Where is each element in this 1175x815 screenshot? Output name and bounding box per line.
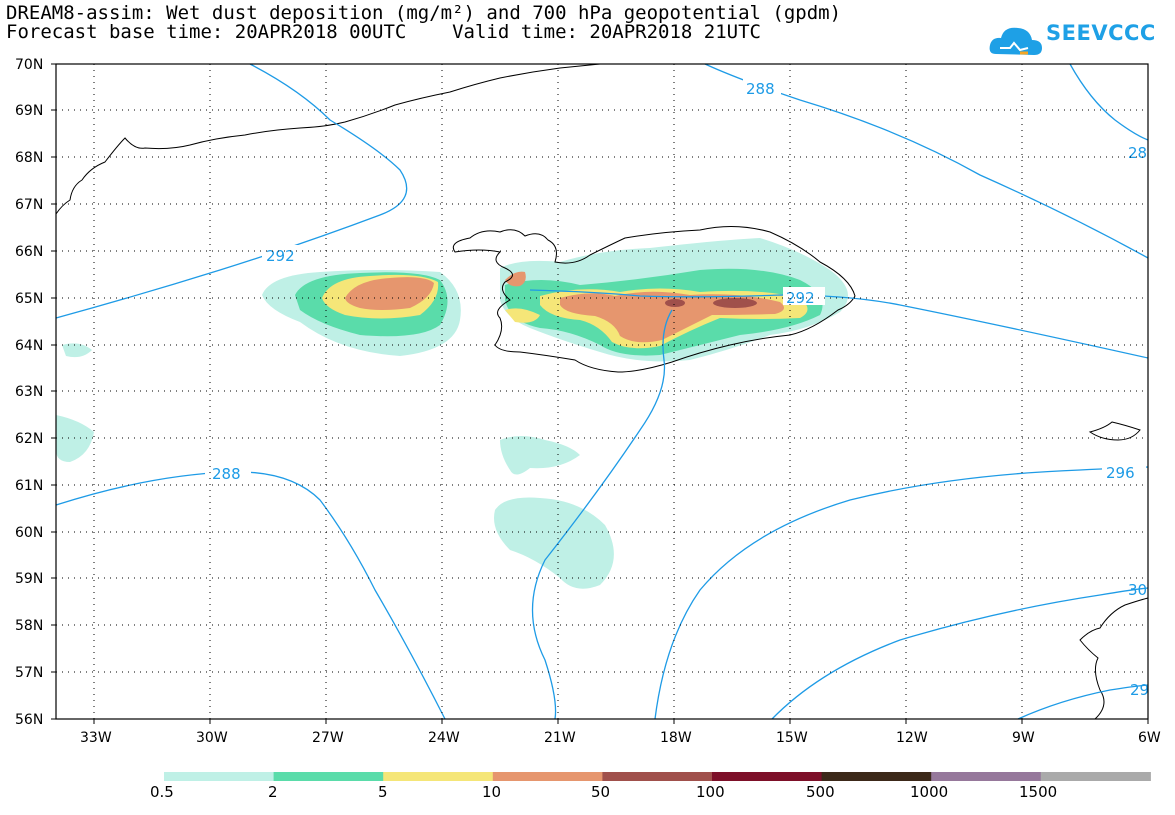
contour-label: 296: [1106, 464, 1135, 482]
contour-label: 28: [1128, 144, 1147, 162]
lat-label: 64N: [15, 338, 43, 354]
lat-label: 60N: [15, 525, 43, 541]
contour-label: 29: [1130, 681, 1149, 699]
lat-label: 65N: [15, 291, 43, 307]
lon-label: 21W: [544, 730, 576, 746]
lat-label: 67N: [15, 197, 43, 213]
legend-swatch: [273, 772, 384, 781]
lat-label: 62N: [15, 431, 43, 447]
lon-label: 9W: [1012, 730, 1035, 746]
lon-label: 30W: [196, 730, 228, 746]
lat-label: 59N: [15, 571, 43, 587]
logo-text: SEEVCCC: [1046, 21, 1156, 45]
legend-label: 5: [378, 783, 388, 801]
legend-colorbar: [164, 772, 1151, 781]
dust-patch-south: [494, 497, 614, 589]
legend-swatch: [383, 772, 494, 781]
contour-label: 292: [266, 247, 295, 265]
latitude-labels: 70N 69N 68N 67N 66N 65N 64N 63N 62N 61N …: [15, 57, 43, 728]
lon-label: 18W: [660, 730, 692, 746]
legend-label: 2: [268, 783, 278, 801]
lat-label: 68N: [15, 150, 43, 166]
lon-label: 27W: [312, 730, 344, 746]
contour-label: 288: [212, 465, 241, 483]
legend-label: 1500: [1019, 783, 1058, 801]
legend-label: 10: [482, 783, 502, 801]
legend-swatch: [821, 772, 932, 781]
legend-swatch: [602, 772, 713, 781]
faroe-coast: [1088, 421, 1141, 441]
legend-label: 1000: [910, 783, 949, 801]
legend-swatch: [1040, 772, 1151, 781]
legend-label: 50: [591, 783, 611, 801]
lon-label: 12W: [896, 730, 928, 746]
legend-label: 0.5: [150, 783, 174, 801]
greenland-coast: [55, 63, 601, 215]
map-subtitle: Forecast base time: 20APR2018 00UTC Vali…: [6, 21, 761, 43]
longitude-labels: 33W 30W 27W 24W 21W 18W 15W 12W 9W 6W: [80, 730, 1161, 746]
lat-label: 70N: [15, 57, 43, 73]
legend-label: 500: [806, 783, 835, 801]
legend-swatch: [164, 772, 275, 781]
cloud-icon: [989, 27, 1042, 55]
map-title: DREAM8-assim: Wet dust deposition (mg/m²…: [6, 2, 842, 24]
contour-label: 288: [746, 80, 775, 98]
contour-label: 30: [1128, 581, 1147, 599]
legend-label: 100: [696, 783, 725, 801]
lat-label: 57N: [15, 665, 43, 681]
lon-label: 6W: [1138, 730, 1161, 746]
lon-label: 33W: [80, 730, 112, 746]
tick-marks: [51, 63, 1149, 724]
legend-swatch: [931, 772, 1042, 781]
lat-label: 56N: [15, 712, 43, 728]
contour-labels: 288 292 288 292 296 28 30 29: [205, 78, 1149, 699]
lat-label: 58N: [15, 618, 43, 634]
dust-deposition-field: [56, 238, 848, 589]
lon-label: 15W: [776, 730, 808, 746]
legend-swatch: [492, 772, 603, 781]
lon-label: 24W: [428, 730, 460, 746]
lat-label: 69N: [15, 103, 43, 119]
iceland-coast: [452, 225, 856, 373]
lat-label: 63N: [15, 384, 43, 400]
legend-swatch: [712, 772, 823, 781]
lat-label: 61N: [15, 478, 43, 494]
lat-label: 66N: [15, 244, 43, 260]
grid-lines: [56, 64, 1148, 719]
